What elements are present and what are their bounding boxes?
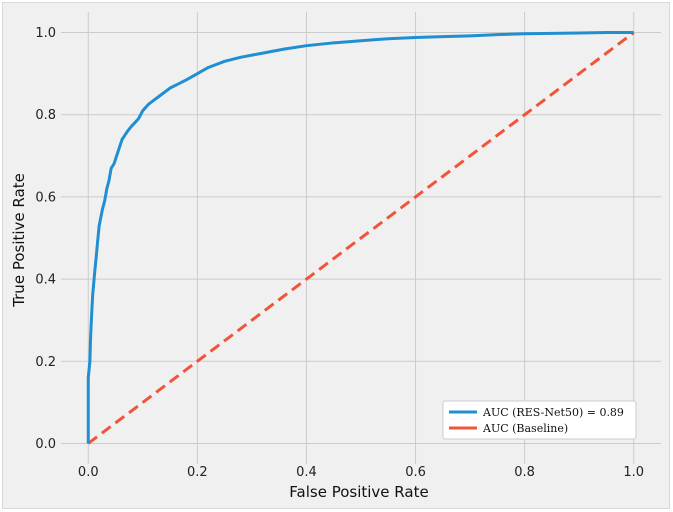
x-tick-label: 0.4 [296,465,317,480]
x-tick-labels: 0.0 0.2 0.4 0.6 0.8 1.0 [78,465,644,480]
x-axis-label: False Positive Rate [289,483,428,501]
x-tick-label: 0.0 [78,465,99,480]
series-line-resnet [86,31,634,444]
legend-label-baseline: AUC (Baseline) [482,422,568,435]
x-tick-label: 0.8 [514,465,535,480]
grid-lines [61,12,661,464]
y-axis-label: True Positive Rate [10,173,28,308]
x-tick-label: 1.0 [623,465,644,480]
x-tick-label: 0.6 [405,465,426,480]
y-tick-label: 0.4 [35,273,56,288]
legend-box [442,400,637,440]
y-tick-label: 0.2 [35,355,56,370]
y-tick-labels: 0.0 0.2 0.4 0.6 0.8 1.0 [35,26,56,452]
series-line-baseline [87,31,635,445]
legend: AUC (RES-Net50) = 0.89 AUC (Baseline) [442,400,637,440]
series-layer [86,31,635,445]
y-tick-label: 0.6 [35,190,56,205]
x-tick-label: 0.2 [187,465,208,480]
y-tick-label: 0.8 [35,108,56,123]
y-tick-label: 1.0 [35,26,56,41]
legend-label-resnet: AUC (RES-Net50) = 0.89 [482,406,624,419]
y-tick-label: 0.0 [35,437,56,452]
